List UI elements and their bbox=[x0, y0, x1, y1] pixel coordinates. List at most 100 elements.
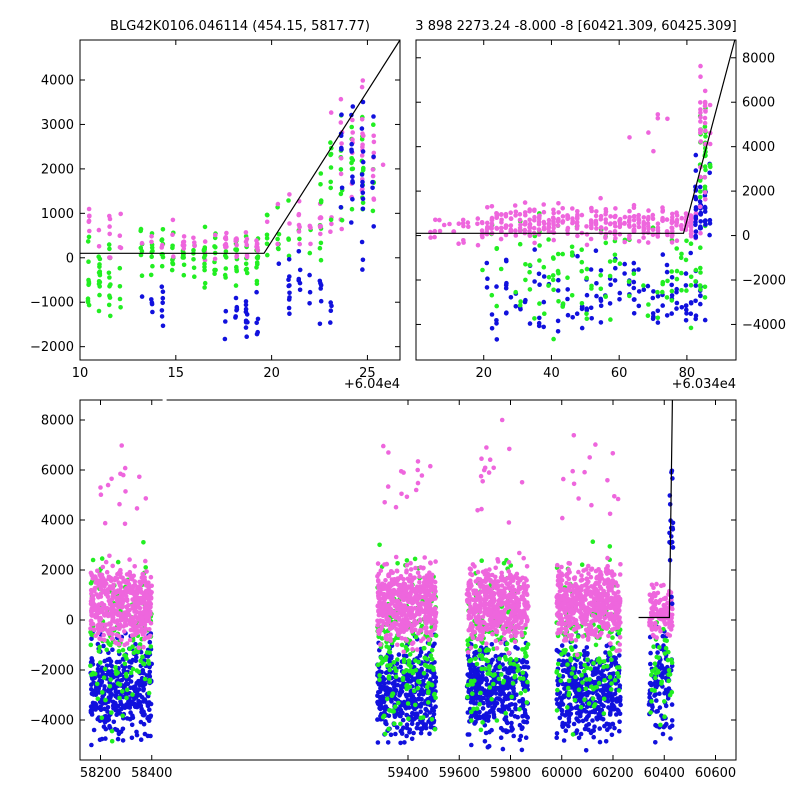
data-point-blue bbox=[472, 666, 477, 671]
data-point-blue bbox=[636, 303, 642, 309]
data-point-magenta bbox=[603, 226, 609, 231]
x-tick-label: 25 bbox=[359, 366, 376, 381]
data-point-green bbox=[598, 273, 603, 278]
data-point-magenta bbox=[275, 201, 281, 207]
data-point-green bbox=[117, 695, 122, 701]
data-point-green bbox=[494, 246, 500, 252]
data-point-magenta bbox=[631, 214, 637, 219]
panel-top-left-frame bbox=[79, 39, 401, 361]
data-point-green bbox=[498, 266, 504, 272]
data-point-magenta bbox=[698, 119, 703, 124]
data-point-green bbox=[584, 311, 589, 317]
data-point-blue bbox=[590, 728, 596, 733]
data-point-green bbox=[484, 647, 490, 652]
data-point-blue bbox=[371, 114, 376, 119]
data-point-magenta bbox=[116, 580, 122, 585]
data-point-magenta bbox=[465, 650, 471, 655]
data-point-green bbox=[96, 649, 102, 654]
data-point-magenta bbox=[655, 221, 661, 226]
data-point-blue bbox=[588, 305, 594, 311]
data-point-magenta bbox=[613, 223, 618, 229]
data-point-green bbox=[702, 164, 708, 169]
data-point-magenta bbox=[519, 480, 525, 485]
data-point-blue bbox=[103, 713, 108, 719]
data-point-magenta bbox=[244, 252, 250, 258]
data-point-blue bbox=[97, 667, 102, 673]
data-point-magenta bbox=[417, 574, 422, 579]
data-point-blue bbox=[115, 736, 121, 742]
data-point-magenta bbox=[133, 596, 138, 601]
data-point-blue bbox=[584, 723, 589, 728]
data-point-blue bbox=[317, 321, 323, 327]
data-point-blue bbox=[702, 317, 708, 323]
data-point-magenta bbox=[388, 625, 393, 630]
data-point-magenta bbox=[412, 587, 417, 592]
data-point-magenta bbox=[480, 569, 486, 575]
data-point-blue bbox=[433, 679, 439, 684]
data-point-green bbox=[95, 696, 101, 702]
data-point-green bbox=[150, 263, 155, 269]
data-point-magenta bbox=[401, 576, 406, 582]
data-point-blue bbox=[489, 312, 495, 317]
data-point-magenta bbox=[476, 613, 481, 619]
data-point-magenta bbox=[499, 229, 504, 234]
data-point-magenta bbox=[522, 227, 528, 233]
data-point-blue bbox=[109, 669, 114, 674]
data-point-magenta bbox=[698, 115, 703, 120]
data-point-magenta bbox=[394, 606, 400, 612]
y-tick-label: −1000 bbox=[30, 296, 74, 311]
data-point-magenta bbox=[359, 117, 365, 122]
data-point-blue bbox=[420, 691, 426, 697]
data-point-green bbox=[377, 673, 382, 678]
data-point-magenta bbox=[417, 617, 423, 622]
data-point-magenta bbox=[641, 235, 646, 240]
data-point-blue bbox=[601, 691, 606, 697]
data-point-magenta bbox=[674, 210, 679, 215]
data-point-blue bbox=[128, 710, 133, 715]
data-point-magenta bbox=[317, 224, 323, 230]
data-point-blue bbox=[596, 711, 601, 717]
data-point-blue bbox=[102, 684, 107, 689]
data-point-green bbox=[113, 668, 119, 674]
data-point-blue bbox=[375, 740, 381, 745]
data-point-green bbox=[233, 247, 238, 252]
data-point-green bbox=[407, 652, 413, 657]
y-tick-label: 0 bbox=[742, 229, 750, 244]
data-point-blue bbox=[127, 705, 133, 710]
data-point-green bbox=[669, 288, 675, 294]
data-point-blue bbox=[146, 718, 152, 723]
data-point-magenta bbox=[506, 593, 511, 598]
data-point-blue bbox=[592, 724, 597, 729]
data-point-green bbox=[90, 671, 96, 677]
data-point-blue bbox=[328, 320, 333, 325]
data-point-green bbox=[108, 642, 113, 648]
panel-top-left-points bbox=[85, 78, 386, 342]
data-point-blue bbox=[496, 707, 502, 713]
data-point-blue bbox=[147, 669, 153, 675]
data-point-green bbox=[234, 264, 239, 270]
data-point-blue bbox=[590, 672, 596, 677]
data-point-magenta bbox=[489, 221, 495, 226]
data-point-blue bbox=[360, 183, 365, 188]
data-point-green bbox=[523, 654, 528, 659]
data-point-green bbox=[169, 267, 175, 273]
data-point-magenta bbox=[102, 520, 108, 526]
data-point-magenta bbox=[645, 230, 651, 235]
data-point-magenta bbox=[105, 628, 110, 634]
data-point-blue bbox=[609, 702, 615, 707]
data-point-green bbox=[589, 283, 594, 289]
data-point-blue bbox=[555, 318, 561, 324]
data-point-blue bbox=[554, 735, 559, 740]
data-point-magenta bbox=[115, 571, 120, 577]
data-point-green bbox=[472, 678, 477, 684]
data-point-green bbox=[120, 647, 126, 653]
data-point-blue bbox=[89, 742, 94, 748]
data-point-blue bbox=[683, 318, 689, 323]
data-point-blue bbox=[146, 673, 152, 678]
data-point-green bbox=[612, 252, 618, 258]
data-point-magenta bbox=[147, 627, 152, 632]
data-point-blue bbox=[397, 691, 402, 696]
data-point-magenta bbox=[527, 225, 532, 230]
data-point-magenta bbox=[504, 603, 510, 609]
